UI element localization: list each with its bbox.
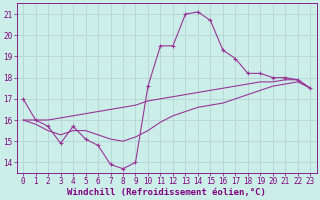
X-axis label: Windchill (Refroidissement éolien,°C): Windchill (Refroidissement éolien,°C) [67, 188, 266, 197]
